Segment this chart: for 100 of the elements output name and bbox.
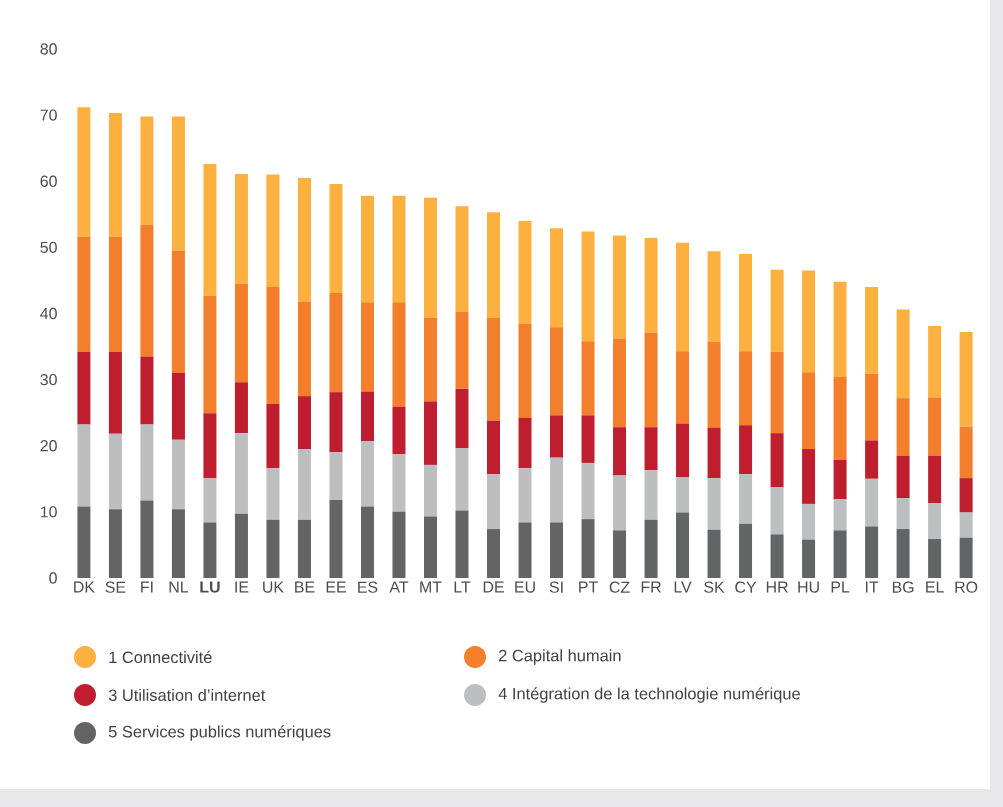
legend-label: 3 Utilisation d’internet <box>108 688 266 702</box>
bar <box>739 425 753 475</box>
legend-label: 2 Capital humain <box>499 649 621 665</box>
bar <box>455 206 469 312</box>
bar <box>108 433 122 510</box>
bar <box>644 470 658 520</box>
bar <box>423 464 437 517</box>
bar <box>234 382 248 434</box>
bar <box>423 401 437 465</box>
bar <box>770 534 784 578</box>
x-tick-label: FR <box>641 581 661 593</box>
bar <box>329 292 343 393</box>
bar <box>234 173 248 284</box>
bar <box>865 478 879 527</box>
bar <box>518 417 532 469</box>
bar <box>77 107 91 237</box>
bar <box>581 462 595 520</box>
bar <box>329 183 343 293</box>
bar <box>802 503 816 540</box>
bar <box>423 516 437 578</box>
bar <box>550 327 564 416</box>
x-tick-label: HU <box>798 581 819 593</box>
bar <box>550 522 564 578</box>
bar <box>896 497 910 530</box>
bar <box>266 404 280 469</box>
bar <box>203 413 217 479</box>
bar <box>581 341 595 416</box>
bar <box>896 309 910 399</box>
bar <box>928 503 942 539</box>
bar <box>360 302 374 392</box>
x-tick-label: BE <box>295 581 315 593</box>
bar <box>171 372 185 440</box>
x-tick-label: UK <box>263 581 284 593</box>
bar <box>707 478 721 530</box>
bar <box>392 195 406 303</box>
x-tick-label: NL <box>169 581 189 593</box>
x-tick-label: DK <box>74 581 95 593</box>
bar <box>140 500 154 578</box>
bar <box>833 499 847 531</box>
x-tick-label: LV <box>674 581 692 593</box>
bar <box>613 235 627 339</box>
bar <box>108 351 122 434</box>
legend-label: 1 Connectivité <box>109 650 212 664</box>
bar <box>266 174 280 288</box>
bar <box>676 351 690 424</box>
bar <box>487 212 501 319</box>
bar <box>833 281 847 377</box>
legend-label: 5 Services publics numériques <box>108 725 331 741</box>
legend-label: 4 Intégration de la technologie numérique <box>498 687 800 703</box>
bar <box>360 195 374 303</box>
y-tick-label: 50 <box>40 241 57 253</box>
bar <box>392 406 406 455</box>
bar <box>392 302 406 407</box>
bar <box>644 427 658 471</box>
bar <box>140 224 154 357</box>
bar <box>108 113 122 237</box>
bar <box>203 478 217 523</box>
bar <box>455 388 469 449</box>
bar <box>770 269 784 352</box>
bar <box>959 537 973 578</box>
bar <box>676 477 690 513</box>
x-tick-label: SE <box>105 581 126 593</box>
x-tick-label: FI <box>141 581 153 593</box>
bar <box>770 351 784 434</box>
bar <box>928 538 942 578</box>
bar <box>959 478 973 513</box>
bar <box>171 509 185 578</box>
x-tick-label: ES <box>358 581 378 593</box>
bar <box>959 426 973 479</box>
bar <box>234 283 248 383</box>
bar <box>707 427 721 479</box>
bar <box>518 323 532 418</box>
bar <box>833 530 847 578</box>
bar <box>329 499 343 578</box>
bar <box>518 522 532 578</box>
bar <box>676 423 690 478</box>
y-tick-label: 30 <box>40 373 57 386</box>
bar <box>234 513 248 578</box>
bar <box>707 251 721 342</box>
y-tick-label: 0 <box>49 572 57 584</box>
bar <box>203 164 217 296</box>
bar <box>550 228 564 328</box>
bar <box>203 295 217 414</box>
bar <box>770 433 784 488</box>
x-tick-label: LU <box>200 581 220 593</box>
bar <box>802 372 816 450</box>
bar <box>297 449 311 520</box>
x-tick-label: CZ <box>609 581 630 593</box>
bar <box>833 459 847 500</box>
bar <box>833 376 847 460</box>
bar <box>896 398 910 456</box>
bar <box>297 396 311 450</box>
bar <box>959 332 973 427</box>
bar <box>644 238 658 333</box>
bar <box>360 506 374 578</box>
bar <box>802 539 816 578</box>
bar <box>297 519 311 578</box>
bar <box>423 197 437 318</box>
y-tick-label: 20 <box>40 440 57 452</box>
x-tick-label: SK <box>704 581 725 593</box>
